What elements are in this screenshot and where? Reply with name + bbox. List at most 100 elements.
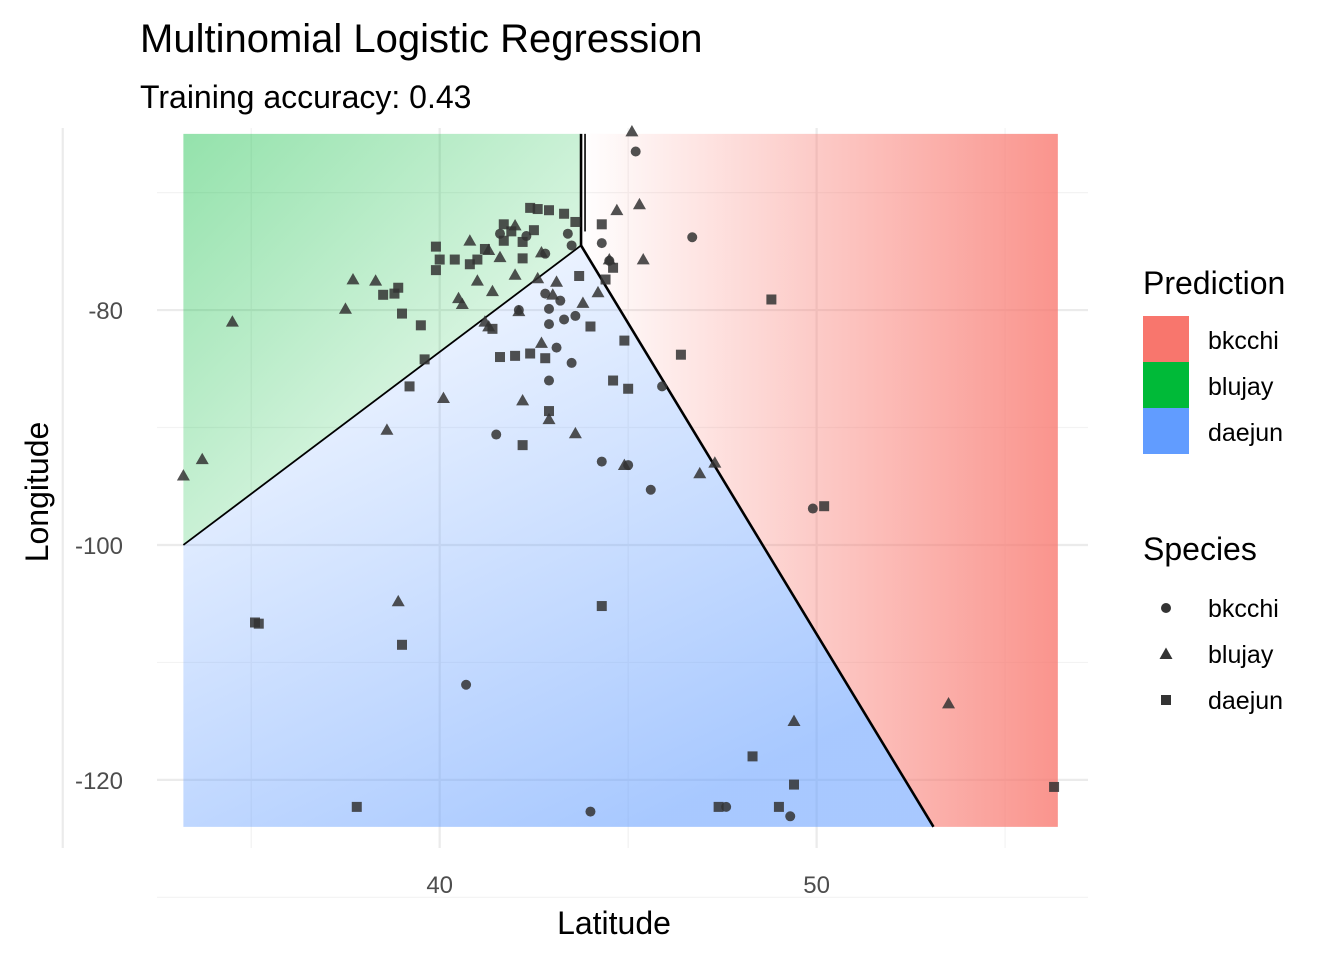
point-daejun	[351, 801, 362, 812]
point-daejun	[434, 254, 445, 265]
legend-prediction: Prediction bkcchi blujay daejun	[1143, 265, 1285, 454]
boundary-segment	[579, 244, 935, 828]
point-bkcchi	[461, 679, 472, 690]
legend-label-bkcchi: bkcchi	[1208, 327, 1279, 355]
point-blujay	[636, 253, 650, 265]
point-blujay	[531, 271, 545, 284]
point-bkcchi	[551, 342, 562, 353]
point-bkcchi	[566, 357, 577, 368]
point-blujay	[195, 452, 209, 465]
point-daejun	[419, 354, 430, 365]
y-axis-title: Longitude	[19, 422, 55, 563]
x-axis-title: Latitude	[557, 905, 671, 941]
point-daejun	[585, 321, 596, 332]
point-blujay	[176, 469, 190, 481]
point-bkcchi	[544, 303, 554, 314]
point-blujay	[534, 336, 548, 348]
point-daejun	[487, 323, 498, 334]
point-bkcchi	[544, 319, 554, 330]
point-blujay	[602, 253, 616, 265]
point-daejun	[498, 235, 509, 246]
point-daejun	[600, 274, 611, 285]
point-daejun	[608, 262, 619, 273]
decision-boundary	[182, 133, 935, 828]
point-blujay	[455, 297, 469, 310]
point-daejun	[510, 350, 521, 361]
legend-swatch-blujay	[1143, 362, 1189, 408]
point-blujay	[942, 697, 956, 709]
point-blujay	[625, 125, 639, 137]
point-blujay	[485, 284, 499, 297]
point-blujay	[512, 304, 526, 317]
point-daejun	[608, 375, 619, 386]
point-daejun	[517, 253, 528, 264]
point-blujay	[338, 302, 352, 314]
point-daejun	[253, 618, 264, 629]
data-points	[176, 125, 1060, 822]
point-bkcchi	[540, 288, 551, 299]
x-tick-label: 50	[803, 872, 830, 899]
point-daejun	[619, 335, 630, 346]
point-daejun	[430, 241, 441, 252]
point-daejun	[472, 254, 483, 265]
point-bkcchi	[596, 456, 607, 467]
point-blujay	[693, 466, 707, 479]
point-bkcchi	[807, 503, 818, 514]
point-daejun	[766, 294, 777, 305]
point-blujay	[632, 197, 646, 210]
point-bkcchi	[721, 801, 732, 812]
legend-prediction-title: Prediction	[1143, 265, 1285, 301]
point-blujay	[369, 274, 383, 286]
point-daejun	[525, 348, 536, 359]
y-tick-label: -80	[88, 298, 123, 325]
point-bkcchi	[785, 811, 796, 822]
point-daejun	[1049, 781, 1060, 792]
point-daejun	[525, 202, 536, 213]
point-blujay	[546, 288, 560, 300]
point-bkcchi	[645, 484, 656, 495]
region-daejun	[183, 245, 934, 827]
point-daejun	[495, 352, 505, 363]
point-bkcchi	[559, 314, 570, 325]
point-daejun	[397, 308, 407, 319]
legend-label-daejun: daejun	[1208, 419, 1283, 447]
point-daejun	[464, 259, 475, 270]
legend-label-blujay: blujay	[1208, 373, 1274, 401]
point-daejun	[517, 236, 528, 247]
legend-key-bkcchi	[1161, 603, 1171, 613]
point-daejun	[479, 243, 490, 254]
point-daejun	[713, 801, 724, 812]
legend-label-bkcchi: bkcchi	[1208, 595, 1279, 623]
point-bkcchi	[566, 240, 577, 251]
point-daejun	[528, 225, 539, 236]
point-blujay	[463, 234, 477, 246]
point-daejun	[430, 265, 441, 276]
point-bkcchi	[687, 232, 698, 243]
point-blujay	[568, 426, 582, 439]
point-daejun	[574, 270, 585, 281]
legend-label-daejun: daejun	[1208, 687, 1283, 715]
point-bkcchi	[491, 429, 502, 440]
legend-swatch-bkcchi	[1143, 316, 1189, 362]
point-bkcchi	[630, 146, 641, 157]
legend-species-title: Species	[1143, 531, 1257, 567]
point-daejun	[517, 440, 528, 451]
point-daejun	[623, 383, 634, 394]
point-blujay	[225, 315, 239, 327]
point-daejun	[544, 205, 554, 216]
point-daejun	[544, 406, 554, 417]
point-daejun	[404, 381, 415, 392]
point-blujay	[508, 268, 522, 280]
region-bkcchi	[581, 133, 1058, 827]
point-blujay	[380, 423, 394, 435]
x-axis-ticks: 40 50	[426, 872, 830, 899]
point-daejun	[675, 349, 686, 360]
legend-key-blujay	[1159, 647, 1173, 659]
y-tick-label: -120	[75, 768, 123, 795]
point-daejun	[415, 320, 426, 331]
point-daejun	[596, 601, 607, 612]
point-bkcchi	[562, 228, 573, 239]
point-blujay	[542, 412, 556, 425]
point-blujay	[493, 250, 507, 263]
